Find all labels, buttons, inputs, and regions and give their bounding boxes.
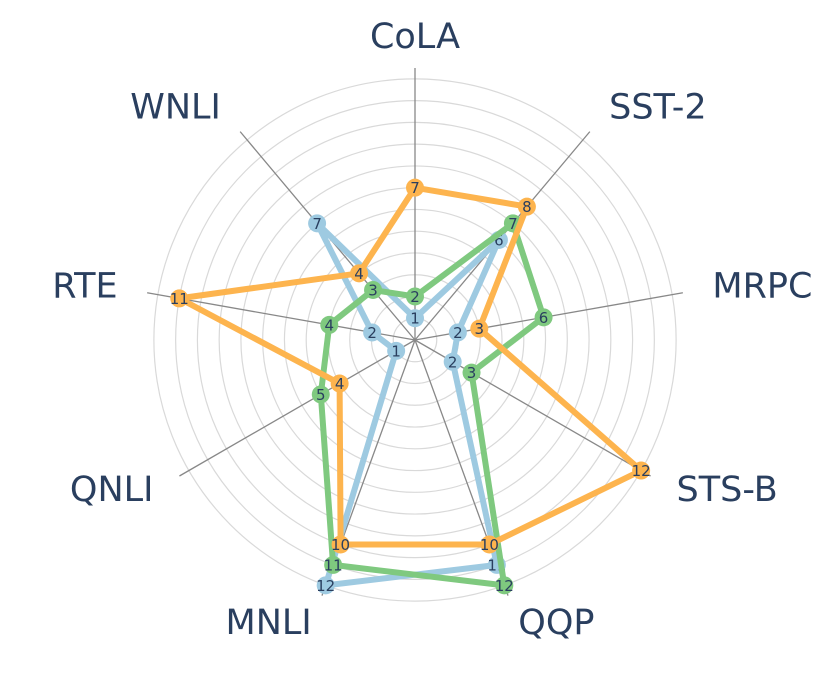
data-label: 10 (480, 536, 499, 554)
axis-labels: CoLA SST-2 MRPC STS-B QQP MNLI QNLI RTE WNLI (52, 17, 812, 643)
data-label: 4 (325, 316, 335, 334)
data-point (170, 289, 189, 308)
data-label: 2 (453, 324, 463, 342)
data-point (517, 197, 536, 216)
data-point (350, 264, 369, 283)
data-label: 7 (410, 179, 420, 197)
axis-label: MRPC (712, 267, 812, 307)
data-label: 6 (494, 231, 504, 249)
data-point (316, 576, 335, 595)
data-point (387, 341, 406, 360)
axis-spoke (179, 339, 416, 477)
data-point (330, 374, 349, 393)
data-point (462, 363, 481, 382)
data-point (311, 385, 330, 404)
data-point (406, 178, 424, 197)
data-label: 12 (495, 577, 514, 595)
axis-label: RTE (52, 267, 117, 307)
data-label: 12 (316, 577, 335, 595)
data-label: 12 (632, 462, 651, 480)
data-label: 2 (410, 288, 420, 306)
data-point (320, 315, 339, 334)
data-label: 2 (367, 324, 377, 342)
data-label: 7 (508, 215, 518, 233)
data-point (534, 308, 553, 327)
data-label: 5 (316, 386, 326, 404)
axis-label: SST-2 (609, 88, 707, 128)
data-point (406, 309, 424, 328)
data-point (363, 323, 382, 342)
axis-label: QNLI (70, 470, 154, 510)
data-label: 4 (335, 375, 345, 393)
data-point (331, 535, 350, 554)
axis-label: STS-B (677, 470, 778, 510)
data-point (495, 576, 514, 595)
series-line (317, 220, 547, 589)
axis-label: QQP (518, 603, 594, 643)
data-label: 4 (354, 265, 364, 283)
data-label: 2 (448, 353, 458, 371)
data-point (480, 535, 499, 554)
data-point (632, 461, 651, 480)
axis-label: WNLI (130, 88, 221, 128)
axis-spokes (147, 68, 683, 596)
data-point (470, 319, 489, 338)
data-label: 6 (539, 309, 549, 327)
data-label: 11 (170, 290, 189, 308)
data-label: 3 (368, 281, 378, 299)
data-point (443, 352, 462, 371)
data-label: 8 (522, 198, 532, 216)
data-point (308, 214, 327, 233)
data-label: 11 (324, 556, 343, 574)
data-label: 3 (467, 364, 477, 382)
data-point (406, 287, 424, 306)
data-point (448, 323, 467, 342)
axis-label: CoLA (370, 17, 460, 57)
data-label: 1 (391, 342, 401, 360)
data-label: 3 (475, 320, 485, 338)
data-point (324, 555, 343, 574)
data-label: 1 (410, 310, 420, 328)
axis-label: MNLI (226, 603, 312, 643)
data-label: 10 (331, 536, 350, 554)
series-line (176, 184, 645, 548)
data-label: 7 (312, 215, 322, 233)
data-point (364, 280, 383, 299)
